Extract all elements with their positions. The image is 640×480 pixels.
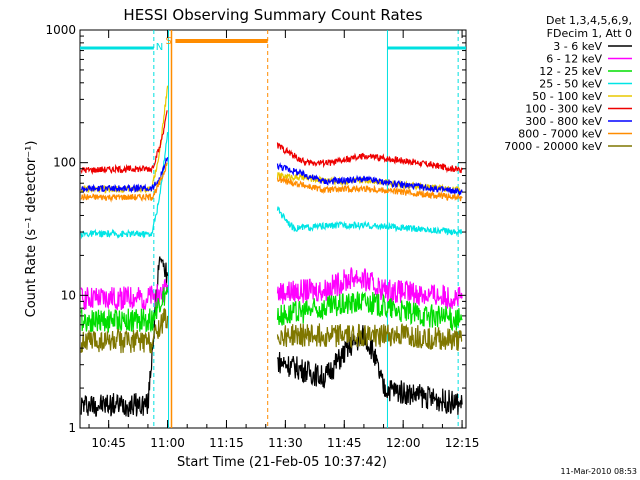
footer-timestamp: 11-Mar-2010 08:53 [561,467,638,476]
series-line [276,267,463,309]
y-tick-label: 10 [61,288,76,302]
series-line [276,291,463,332]
x-tick-label: 12:15 [445,436,480,450]
legend-entry-label: 50 - 100 keV [532,90,602,103]
series-3-6-kev [80,256,463,418]
series-800-7000-kev [80,162,463,203]
legend-header: FDecim 1, Att 0 [547,27,632,40]
series-line [276,142,463,174]
series-line [80,279,169,311]
series-line [276,325,463,415]
series-line [80,132,169,240]
legend-entry-label: 300 - 800 keV [525,115,602,128]
series-line [80,85,169,194]
series-line [80,307,169,354]
legend-entry-label: 6 - 12 keV [546,53,602,66]
series-line [276,174,463,202]
x-axis-label: Start Time (21-Feb-05 10:37:42) [177,455,387,470]
series-line [276,206,463,237]
x-tick-label: 11:00 [150,436,185,450]
legend-entry-label: 800 - 7000 keV [518,128,602,141]
series-line [80,162,168,203]
legend-entry-label: 12 - 25 keV [539,65,602,78]
x-tick-label: 10:45 [91,436,126,450]
legend-entry-label: 3 - 6 keV [553,40,602,53]
series-25-50-kev [80,132,463,240]
y-tick-label: 100 [53,156,76,170]
series-7000-20000-kev [80,307,463,354]
series-line [80,110,168,176]
series-line [80,286,169,334]
legend-entry-label: 100 - 300 keV [525,103,602,116]
series-300-800-kev [81,157,463,196]
legend: Det 1,3,4,5,6,9,FDecim 1, Att 03 - 6 keV… [504,14,632,153]
x-tick-label: 11:15 [209,436,244,450]
chart-title: HESSI Observing Summary Count Rates [123,6,422,24]
marker-label-n: N [156,42,163,53]
plot-frame [79,29,467,429]
legend-entry-label: 25 - 50 keV [539,78,602,91]
series-line [81,157,169,194]
series-line [80,256,169,418]
y-axis-label: Count Rate (s⁻¹ detector⁻¹) [24,141,39,318]
legend-header: Det 1,3,4,5,6,9, [546,14,632,27]
y-tick-label: 1000 [45,23,76,37]
series-6-12-kev [80,267,463,311]
series-line [276,323,463,351]
series-50-100-kev [80,85,463,195]
series-100-300-kev [80,110,463,176]
legend-entry-label: 7000 - 20000 keV [504,140,602,153]
x-tick-label: 12:00 [386,436,421,450]
y-tick-label: 1 [68,421,76,435]
series-12-25-kev [80,286,463,334]
series-line [276,162,463,196]
x-tick-label: 11:45 [327,436,362,450]
marker-label-s: S [166,36,172,47]
x-tick-label: 11:30 [268,436,303,450]
